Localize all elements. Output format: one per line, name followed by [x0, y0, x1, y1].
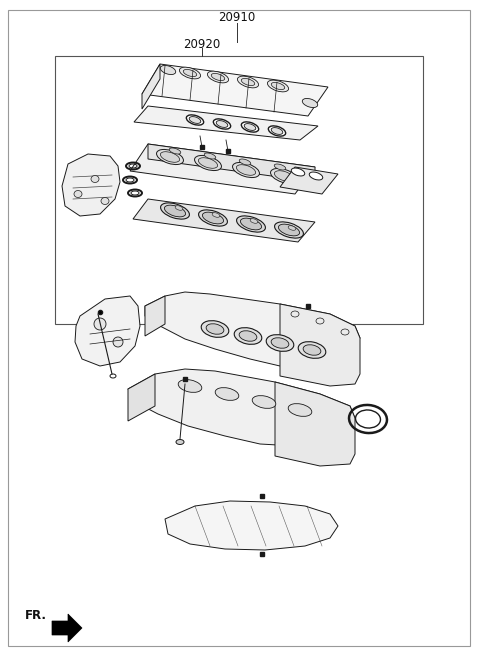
- Polygon shape: [128, 374, 155, 421]
- Polygon shape: [134, 106, 318, 140]
- Ellipse shape: [252, 396, 276, 408]
- Ellipse shape: [271, 128, 283, 135]
- Ellipse shape: [160, 65, 176, 75]
- Polygon shape: [62, 154, 120, 216]
- Ellipse shape: [74, 190, 82, 198]
- Ellipse shape: [303, 345, 321, 355]
- Ellipse shape: [203, 212, 224, 224]
- Ellipse shape: [194, 156, 221, 171]
- Ellipse shape: [198, 158, 217, 168]
- Ellipse shape: [291, 168, 305, 176]
- Ellipse shape: [189, 116, 201, 124]
- Ellipse shape: [211, 73, 225, 80]
- Text: 20920: 20920: [183, 38, 221, 51]
- Ellipse shape: [201, 320, 229, 337]
- Ellipse shape: [250, 218, 258, 223]
- Ellipse shape: [156, 150, 183, 165]
- Ellipse shape: [213, 119, 231, 129]
- Ellipse shape: [288, 226, 296, 230]
- Text: FR.: FR.: [25, 609, 47, 622]
- Bar: [55, 56, 423, 324]
- Ellipse shape: [271, 82, 285, 90]
- Ellipse shape: [165, 205, 186, 217]
- Polygon shape: [128, 369, 355, 446]
- Ellipse shape: [169, 148, 181, 154]
- Polygon shape: [145, 292, 360, 368]
- Ellipse shape: [178, 379, 202, 392]
- Polygon shape: [165, 501, 338, 550]
- Ellipse shape: [186, 115, 204, 125]
- Ellipse shape: [232, 162, 260, 177]
- Ellipse shape: [275, 222, 303, 238]
- Ellipse shape: [239, 159, 251, 165]
- Ellipse shape: [94, 318, 106, 330]
- Ellipse shape: [216, 120, 228, 128]
- Ellipse shape: [271, 169, 298, 184]
- Polygon shape: [275, 382, 355, 466]
- Ellipse shape: [298, 341, 326, 358]
- Ellipse shape: [271, 337, 289, 348]
- Ellipse shape: [175, 206, 183, 211]
- Ellipse shape: [236, 165, 256, 175]
- Ellipse shape: [234, 328, 262, 345]
- Ellipse shape: [101, 198, 109, 205]
- Ellipse shape: [302, 99, 318, 107]
- Ellipse shape: [278, 224, 300, 236]
- Ellipse shape: [309, 172, 323, 180]
- Polygon shape: [142, 64, 328, 116]
- Ellipse shape: [241, 78, 255, 86]
- Ellipse shape: [183, 69, 197, 77]
- Ellipse shape: [239, 331, 257, 341]
- Ellipse shape: [180, 67, 201, 79]
- Ellipse shape: [91, 175, 99, 182]
- Ellipse shape: [212, 213, 220, 217]
- Ellipse shape: [199, 210, 228, 226]
- Ellipse shape: [288, 404, 312, 417]
- Polygon shape: [145, 296, 165, 336]
- Ellipse shape: [237, 216, 265, 232]
- Polygon shape: [280, 167, 338, 194]
- Ellipse shape: [266, 335, 294, 351]
- Ellipse shape: [274, 164, 286, 170]
- Ellipse shape: [207, 71, 228, 83]
- Ellipse shape: [215, 388, 239, 400]
- Text: 20910: 20910: [218, 11, 256, 24]
- Ellipse shape: [268, 126, 286, 136]
- Polygon shape: [133, 199, 315, 242]
- Ellipse shape: [113, 337, 123, 347]
- Ellipse shape: [206, 324, 224, 334]
- Ellipse shape: [204, 153, 216, 159]
- Ellipse shape: [240, 218, 262, 230]
- Ellipse shape: [244, 124, 256, 130]
- Ellipse shape: [161, 203, 190, 219]
- Polygon shape: [75, 296, 140, 366]
- Ellipse shape: [275, 171, 294, 181]
- Polygon shape: [130, 144, 315, 194]
- Ellipse shape: [160, 152, 180, 162]
- Polygon shape: [148, 144, 315, 182]
- Ellipse shape: [176, 439, 184, 445]
- Polygon shape: [280, 304, 360, 386]
- Ellipse shape: [267, 80, 288, 92]
- Polygon shape: [142, 64, 160, 109]
- Polygon shape: [52, 614, 82, 642]
- Ellipse shape: [238, 76, 259, 88]
- Ellipse shape: [241, 122, 259, 132]
